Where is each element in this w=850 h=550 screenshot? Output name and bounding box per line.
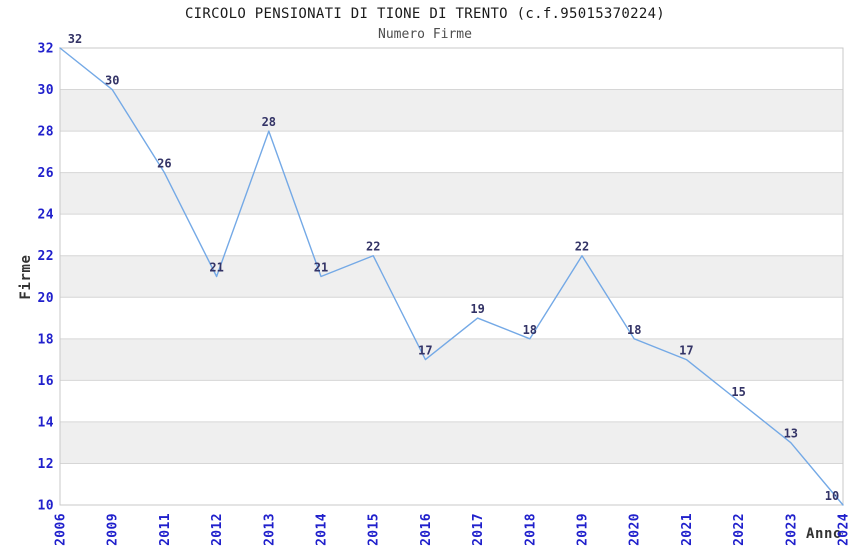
- data-point-label: 13: [784, 427, 798, 441]
- gridlines: [60, 89, 843, 464]
- x-tick-label: 2017: [471, 513, 486, 546]
- y-tick-label: 14: [38, 415, 54, 430]
- x-axis-title: Anno: [806, 526, 843, 542]
- data-point-label: 32: [68, 32, 82, 46]
- y-tick-label: 30: [38, 83, 54, 98]
- x-tick-label: 2020: [628, 513, 643, 546]
- chart-subtitle: Numero Firme: [378, 27, 472, 42]
- data-point-label: 10: [825, 489, 839, 503]
- y-tick-label: 12: [38, 457, 54, 472]
- x-tick-label: 2011: [158, 513, 173, 546]
- data-point-label: 17: [679, 344, 693, 358]
- x-tick-label: 2015: [367, 513, 382, 546]
- data-point-label: 30: [105, 74, 119, 88]
- plot-bands: [60, 48, 843, 505]
- y-tick-label: 20: [38, 291, 54, 306]
- x-tick-label: 2013: [262, 513, 277, 546]
- x-tick-label: 2024: [837, 513, 850, 546]
- data-point-label: 21: [314, 261, 328, 275]
- x-tick-label: 2023: [784, 513, 799, 546]
- data-point-label: 15: [731, 385, 745, 399]
- y-tick-label: 10: [38, 499, 54, 514]
- data-point-label: 18: [523, 323, 537, 337]
- y-tick-label: 32: [38, 42, 54, 57]
- y-tick-label: 28: [38, 125, 54, 140]
- data-point-label: 26: [157, 157, 171, 171]
- x-tick-label: 2006: [54, 513, 69, 546]
- y-tick-label: 24: [38, 208, 54, 223]
- y-tick-label: 26: [38, 166, 54, 181]
- data-series-line: [59, 47, 844, 506]
- plot-border: [59, 47, 844, 506]
- x-tick-labels: 2006 2009 2011 2012 2013 2014 2015 2016 2017 2018…: [54, 513, 850, 546]
- y-tick-label: 22: [38, 249, 54, 264]
- x-tick-label: 2009: [106, 513, 121, 546]
- x-tick-label: 2014: [315, 513, 330, 546]
- x-tick-label: 2021: [680, 513, 695, 546]
- data-point-label: 19: [470, 302, 484, 316]
- y-tick-labels: 10 12 14 16 18 20 22 24 26 28 30 32: [38, 42, 54, 514]
- data-point-label: 17: [418, 344, 432, 358]
- x-tick-label: 2019: [576, 513, 591, 546]
- y-tick-label: 16: [38, 374, 54, 389]
- data-point-label: 18: [627, 323, 641, 337]
- data-point-label: 22: [366, 240, 380, 254]
- data-point-label: 28: [262, 115, 276, 129]
- data-point-labels: 32 30 26 21 28 21 22 17 19 18 22 18 17 15 13 10: [68, 32, 839, 503]
- x-tick-label: 2012: [210, 513, 225, 546]
- data-point-label: 21: [209, 261, 223, 275]
- x-tick-label: 2016: [419, 513, 434, 546]
- x-tick-label: 2018: [523, 513, 538, 546]
- chart-title: CIRCOLO PENSIONATI DI TIONE DI TRENTO (c…: [184, 6, 666, 22]
- x-tick-label: 2022: [732, 513, 747, 546]
- y-tick-label: 18: [38, 332, 54, 347]
- data-point-label: 22: [575, 240, 589, 254]
